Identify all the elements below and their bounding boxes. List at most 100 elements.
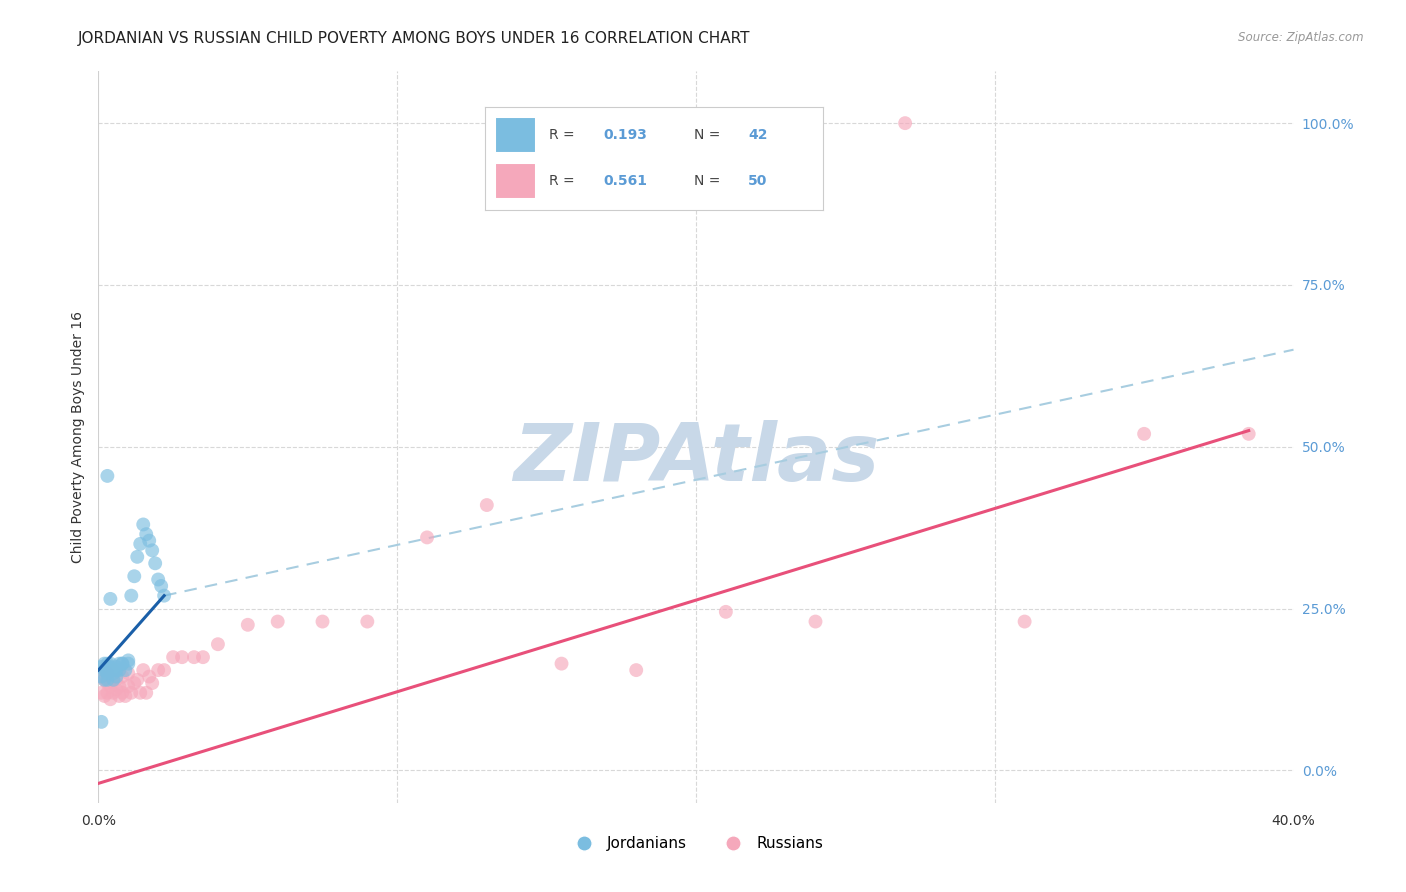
Point	[138, 669, 160, 683]
Point	[105, 660, 128, 674]
Point	[714, 605, 737, 619]
Point	[804, 615, 827, 629]
Text: 0.561: 0.561	[603, 174, 647, 188]
Point	[108, 657, 131, 671]
Point	[98, 692, 122, 706]
Point	[105, 669, 128, 683]
Text: N =: N =	[695, 128, 725, 142]
Point	[103, 663, 125, 677]
Point	[150, 579, 173, 593]
Point	[103, 686, 125, 700]
Point	[148, 573, 170, 587]
Point	[1237, 426, 1260, 441]
Point	[236, 617, 259, 632]
Bar	[495, 118, 536, 153]
Point	[108, 679, 131, 693]
Point	[108, 689, 131, 703]
Point	[90, 714, 112, 729]
Point	[207, 637, 229, 651]
Point	[111, 669, 134, 683]
Point	[129, 686, 152, 700]
Point	[96, 663, 118, 677]
Text: 0.193: 0.193	[603, 128, 647, 142]
Point	[416, 530, 439, 544]
Point	[132, 663, 155, 677]
Point	[138, 533, 160, 548]
Text: R =: R =	[550, 174, 579, 188]
Point	[96, 469, 118, 483]
Point	[111, 657, 134, 671]
Point	[96, 673, 118, 687]
Point	[103, 666, 125, 681]
Point	[124, 676, 146, 690]
Point	[153, 663, 176, 677]
Text: Source: ZipAtlas.com: Source: ZipAtlas.com	[1239, 31, 1364, 45]
Point	[98, 591, 122, 606]
Bar	[495, 163, 536, 199]
Point	[129, 537, 152, 551]
Point	[132, 517, 155, 532]
Point	[111, 657, 134, 671]
Point	[98, 657, 122, 671]
Point	[96, 657, 118, 671]
Point	[93, 673, 115, 687]
Point	[105, 663, 128, 677]
Point	[98, 679, 122, 693]
Point	[103, 673, 125, 687]
Point	[105, 673, 128, 687]
Point	[103, 673, 125, 687]
Point	[141, 543, 163, 558]
Point	[141, 676, 163, 690]
Point	[1133, 426, 1156, 441]
Text: 50: 50	[748, 174, 768, 188]
Point	[894, 116, 917, 130]
Text: ZIPAtlas: ZIPAtlas	[513, 420, 879, 498]
Point	[135, 686, 157, 700]
Point	[90, 660, 112, 674]
Point	[626, 663, 648, 677]
Point	[153, 589, 176, 603]
Point	[124, 569, 146, 583]
Point	[103, 663, 125, 677]
Point	[191, 650, 214, 665]
Point	[475, 498, 498, 512]
Point	[311, 615, 333, 629]
Point	[90, 686, 112, 700]
Point	[98, 663, 122, 677]
Point	[105, 682, 128, 697]
Point	[162, 650, 184, 665]
Point	[96, 660, 118, 674]
Point	[148, 663, 170, 677]
Point	[96, 666, 118, 681]
Point	[96, 676, 118, 690]
Point	[98, 660, 122, 674]
Y-axis label: Child Poverty Among Boys Under 16: Child Poverty Among Boys Under 16	[70, 311, 84, 563]
Point	[96, 666, 118, 681]
Point	[114, 689, 136, 703]
Point	[143, 557, 166, 571]
Point	[111, 686, 134, 700]
Point	[183, 650, 205, 665]
Point	[114, 663, 136, 677]
Point	[93, 673, 115, 687]
Point	[90, 669, 112, 683]
Point	[172, 650, 194, 665]
Point	[267, 615, 290, 629]
Text: R =: R =	[550, 128, 579, 142]
Legend: Jordanians, Russians: Jordanians, Russians	[562, 830, 830, 857]
Point	[117, 653, 139, 667]
Text: JORDANIAN VS RUSSIAN CHILD POVERTY AMONG BOYS UNDER 16 CORRELATION CHART: JORDANIAN VS RUSSIAN CHILD POVERTY AMONG…	[77, 31, 749, 46]
Text: N =: N =	[695, 174, 725, 188]
Point	[93, 657, 115, 671]
Point	[135, 527, 157, 541]
Point	[117, 657, 139, 671]
Point	[127, 673, 149, 687]
Point	[108, 663, 131, 677]
Point	[120, 686, 142, 700]
Point	[93, 689, 115, 703]
Text: 42: 42	[748, 128, 768, 142]
Point	[550, 657, 572, 671]
Point	[117, 679, 139, 693]
Point	[1014, 615, 1036, 629]
Point	[96, 686, 118, 700]
